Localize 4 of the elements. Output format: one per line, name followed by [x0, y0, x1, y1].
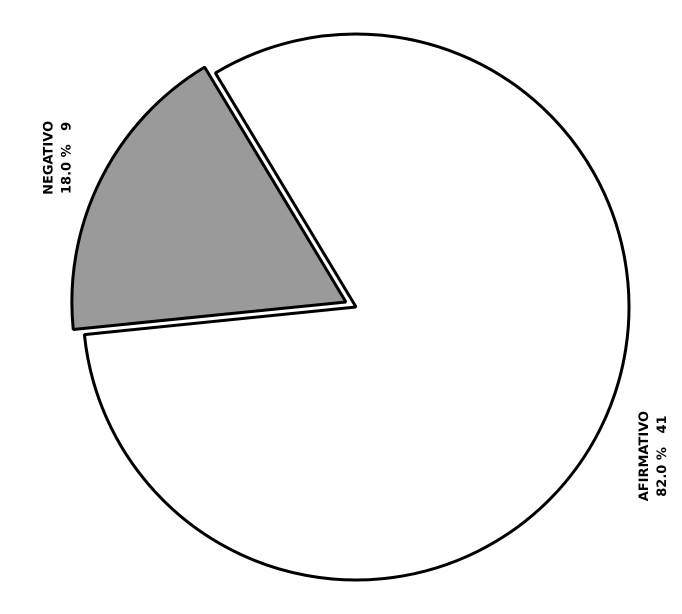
slice-label: NEGATIVO [42, 120, 57, 195]
data-label: 82.0 % 41 [655, 415, 670, 497]
data-label: 18.0 % 9 [60, 122, 75, 194]
slice-label: AFIRMATIVO [637, 410, 652, 502]
